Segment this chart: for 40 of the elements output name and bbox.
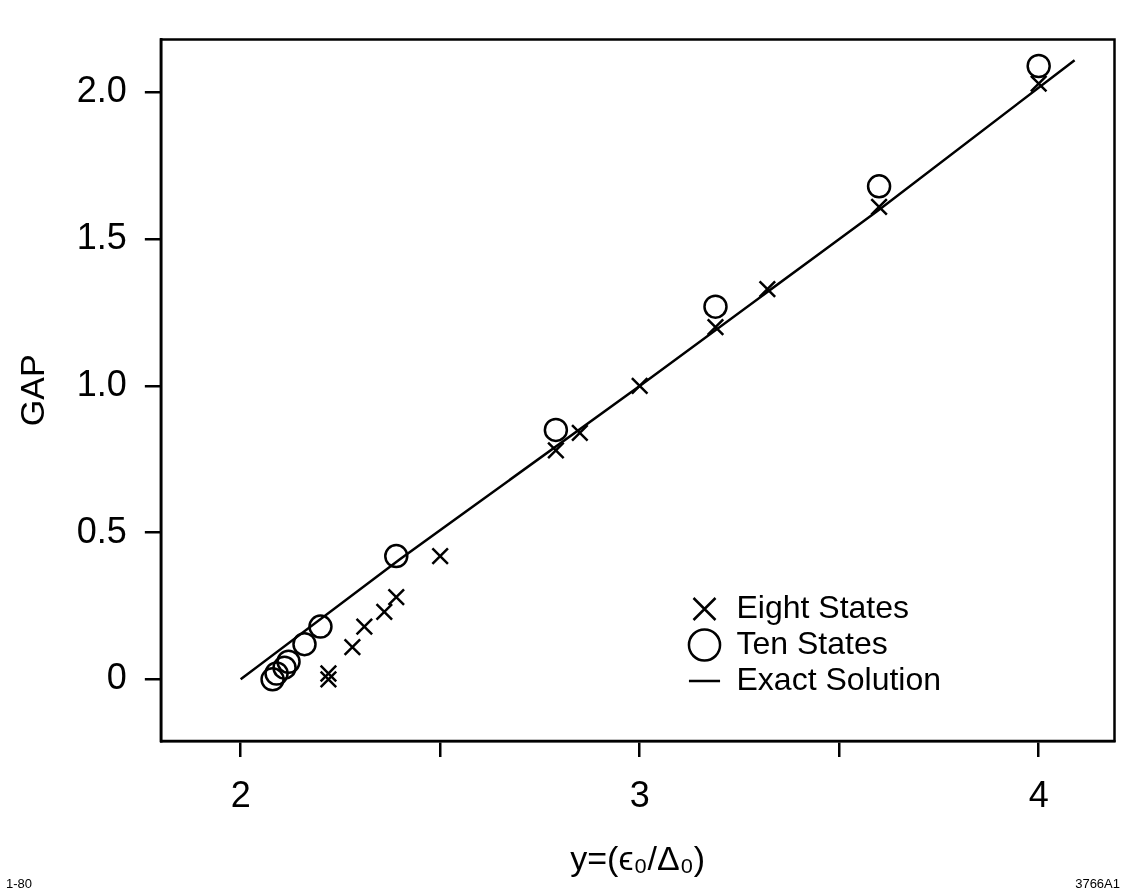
point — [546, 441, 565, 460]
point — [387, 588, 406, 607]
point — [276, 649, 301, 675]
x-axis-title: y=(ϵ₀/Δ₀) — [570, 838, 706, 877]
point — [758, 280, 777, 299]
point — [703, 294, 728, 319]
point — [870, 197, 889, 216]
point — [706, 318, 725, 337]
y-tick-label: 1.5 — [76, 216, 127, 258]
point — [570, 423, 589, 442]
point — [866, 174, 892, 199]
x-tick-label: 3 — [629, 773, 650, 815]
point — [543, 417, 569, 443]
point — [319, 670, 338, 689]
point — [260, 667, 285, 692]
point — [355, 617, 374, 636]
legend-label: Exact Solution — [736, 660, 942, 697]
text: 3766A1 — [1075, 876, 1120, 891]
y-tick-label: 2.0 — [76, 69, 127, 111]
x-tick-label: 2 — [230, 773, 251, 815]
y-tick-label: 0 — [106, 656, 127, 698]
point — [264, 661, 289, 686]
point — [292, 631, 317, 657]
point — [343, 638, 362, 657]
point — [431, 547, 450, 566]
y-tick-label: 1.0 — [76, 362, 127, 404]
point — [272, 655, 297, 680]
y-tick-label: 0.5 — [76, 509, 127, 551]
point — [319, 664, 338, 683]
y-axis-title: GAP — [12, 354, 51, 427]
point — [1029, 74, 1048, 93]
point — [308, 614, 333, 639]
text: 1-80 — [6, 876, 33, 891]
point — [375, 602, 394, 621]
legend-label: Eight States — [736, 588, 910, 625]
x-tick-label: 4 — [1028, 773, 1049, 815]
point — [630, 376, 649, 395]
point — [384, 543, 409, 569]
point — [1026, 53, 1051, 79]
legend-label: Ten States — [736, 624, 888, 661]
